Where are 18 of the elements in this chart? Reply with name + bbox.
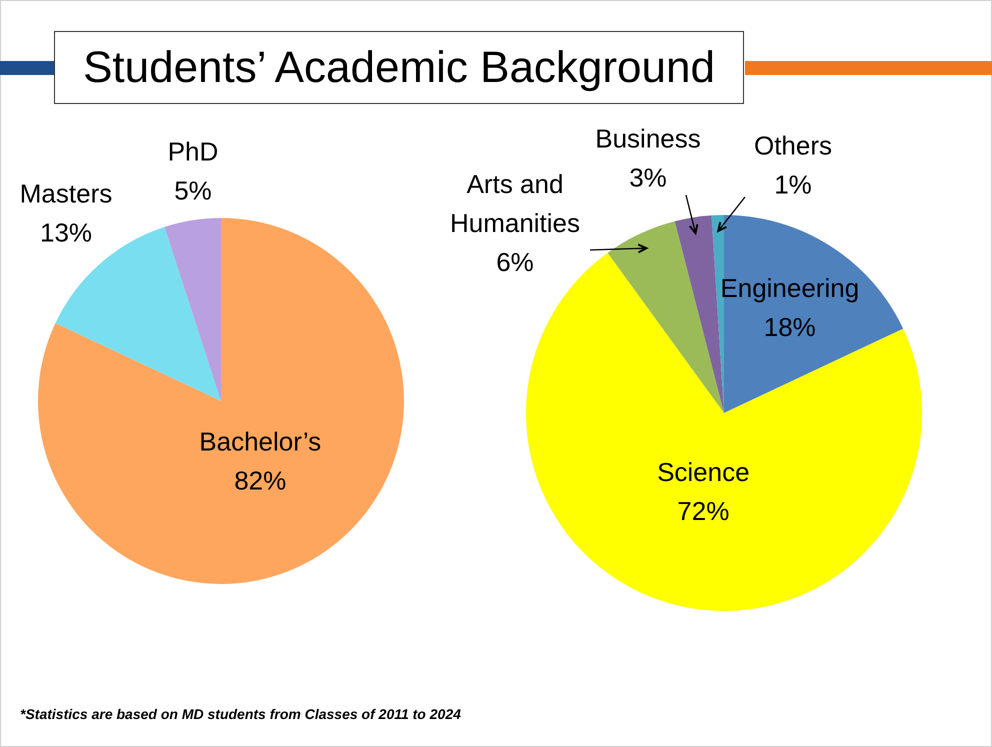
data-label: 13% — [40, 218, 92, 248]
data-label: 5% — [174, 176, 212, 206]
data-label: 18% — [764, 312, 816, 342]
slice-label: Others — [754, 130, 832, 161]
slice-label: Business — [595, 124, 701, 154]
chart-title: Students’ Academic Background — [54, 31, 744, 104]
data-label: 1% — [774, 170, 812, 200]
slice-label: Masters — [20, 178, 112, 209]
data-label: 6% — [496, 247, 534, 278]
slice-label: PhD — [168, 136, 218, 167]
data-label: 72% — [677, 496, 730, 526]
text: *Statistics are based on MD students from Classes of 2011 to 2024 — [20, 706, 461, 722]
slice-label: Engineering — [720, 273, 860, 304]
data-label: 82% — [234, 465, 286, 496]
slice-label: Bachelor’s — [199, 426, 322, 456]
slice-label: Science — [657, 457, 750, 488]
data-label: 3% — [629, 162, 667, 193]
slice-label: Arts and Humanities — [450, 169, 580, 238]
